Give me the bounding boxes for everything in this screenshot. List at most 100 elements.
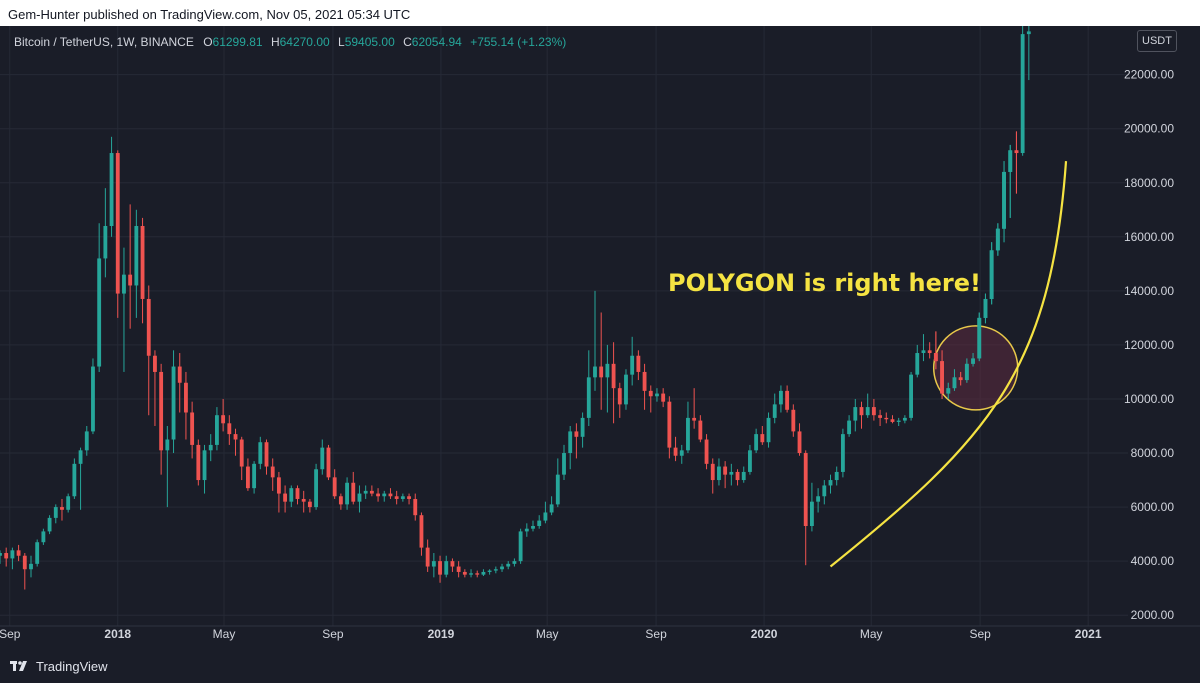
candle-body xyxy=(933,353,938,362)
candle-body xyxy=(692,417,697,421)
price-tick-label: 6000.00 xyxy=(1131,500,1175,514)
candle-body xyxy=(580,417,585,437)
candle-body xyxy=(469,573,473,575)
candle-body xyxy=(524,528,529,532)
candle-body xyxy=(617,388,622,405)
candle-body xyxy=(562,453,566,475)
candle-body xyxy=(450,561,455,567)
candle-body xyxy=(60,507,64,510)
candle-body xyxy=(29,563,33,570)
price-axis: 2000.00 4000.00 6000.00 8000.00 10000.00 1200… xyxy=(1124,26,1200,626)
candle-body xyxy=(940,361,944,394)
candle-body xyxy=(221,415,226,424)
grid-lines xyxy=(0,26,1128,626)
candle-body xyxy=(828,480,833,486)
candle-body xyxy=(295,488,300,499)
candle-body xyxy=(289,488,294,502)
candle-body xyxy=(946,388,951,394)
candle-body xyxy=(171,366,176,440)
publish-line: Gem-Hunter published on TradingView.com,… xyxy=(8,7,411,22)
price-tick-label: 18000.00 xyxy=(1124,176,1174,190)
candle-body xyxy=(41,531,46,543)
legend-low-value: 59405.00 xyxy=(345,35,395,49)
candle-body xyxy=(475,573,480,575)
price-tick-label: 22000.00 xyxy=(1124,68,1174,82)
candle-body xyxy=(413,498,418,516)
candle-body xyxy=(704,439,709,464)
candle-body xyxy=(1014,150,1019,154)
parabolic-trend-curve xyxy=(829,161,1068,568)
candle-body xyxy=(983,298,988,318)
candle-body xyxy=(964,363,969,381)
candle-body xyxy=(543,512,548,521)
candle-body xyxy=(233,434,238,440)
candle-body xyxy=(748,450,752,472)
candle-body xyxy=(493,569,498,571)
legend-open-label: O xyxy=(203,35,212,49)
candle-body xyxy=(766,417,771,443)
candle-body xyxy=(717,466,721,481)
candle-body xyxy=(239,439,244,467)
candle-body xyxy=(1002,171,1006,229)
candle-body xyxy=(53,507,58,518)
time-tick-label: Sep xyxy=(322,627,344,641)
candle-body xyxy=(276,477,281,494)
candle-body xyxy=(109,153,114,226)
candle-body xyxy=(481,571,486,575)
candle-body xyxy=(314,469,319,508)
candle-body xyxy=(84,431,89,451)
candle-body xyxy=(871,407,876,416)
candle-body xyxy=(518,531,523,562)
price-tick-label: 10000.00 xyxy=(1124,392,1174,406)
candle-body xyxy=(103,226,108,259)
time-tick-label: 2021 xyxy=(1075,627,1102,641)
candle-body xyxy=(72,463,77,497)
candle-body xyxy=(227,423,232,435)
candle-body xyxy=(146,298,151,356)
candle-body xyxy=(307,501,312,508)
candle-body xyxy=(642,371,647,391)
annotation-text: POLYGON is right here! xyxy=(668,269,981,297)
candle-body xyxy=(357,493,362,502)
candle-body xyxy=(0,553,2,556)
candle-body xyxy=(456,566,461,572)
candle-body xyxy=(134,226,139,286)
price-tick-label: 14000.00 xyxy=(1124,284,1174,298)
candle-body xyxy=(624,374,628,405)
candle-body xyxy=(1026,31,1031,35)
candle-body xyxy=(803,453,808,526)
candle-body xyxy=(332,477,337,497)
candle-body xyxy=(822,485,827,497)
candle-body xyxy=(10,550,15,559)
candle-body xyxy=(710,463,715,481)
price-axis-bg xyxy=(1128,26,1200,626)
candle-body xyxy=(884,417,889,420)
candle-body xyxy=(438,561,442,575)
candle-body xyxy=(270,466,275,478)
candle-body xyxy=(896,420,901,422)
candle-body xyxy=(648,390,653,397)
candlestick-chart[interactable]: 2000.00 4000.00 6000.00 8000.00 10000.00 1200… xyxy=(0,26,1200,683)
currency-badge[interactable]: USDT xyxy=(1137,30,1177,52)
chart-panel[interactable]: 2000.00 4000.00 6000.00 8000.00 10000.00 1200… xyxy=(0,26,1200,683)
candle-body xyxy=(320,447,325,470)
candle-body xyxy=(462,571,467,575)
candle-body xyxy=(363,490,368,494)
candle-body xyxy=(909,374,913,418)
candle-body xyxy=(729,471,734,475)
candle-body xyxy=(425,547,430,567)
candle-body xyxy=(679,450,684,456)
candle-body xyxy=(593,366,597,378)
legend-symbol: Bitcoin / TetherUS, 1W, BINANCE xyxy=(14,35,194,49)
candle-body xyxy=(153,355,157,372)
candle-body xyxy=(586,377,591,418)
candle-body xyxy=(394,496,399,499)
legend-change: +755.14 (+1.23%) xyxy=(470,35,566,49)
candle-body xyxy=(264,442,269,467)
candle-body xyxy=(971,358,975,364)
candle-body xyxy=(977,317,982,359)
candle-body xyxy=(407,496,411,499)
candle-body xyxy=(301,498,306,502)
price-tick-label: 12000.00 xyxy=(1124,338,1174,352)
tradingview-logo-icon xyxy=(10,661,27,671)
